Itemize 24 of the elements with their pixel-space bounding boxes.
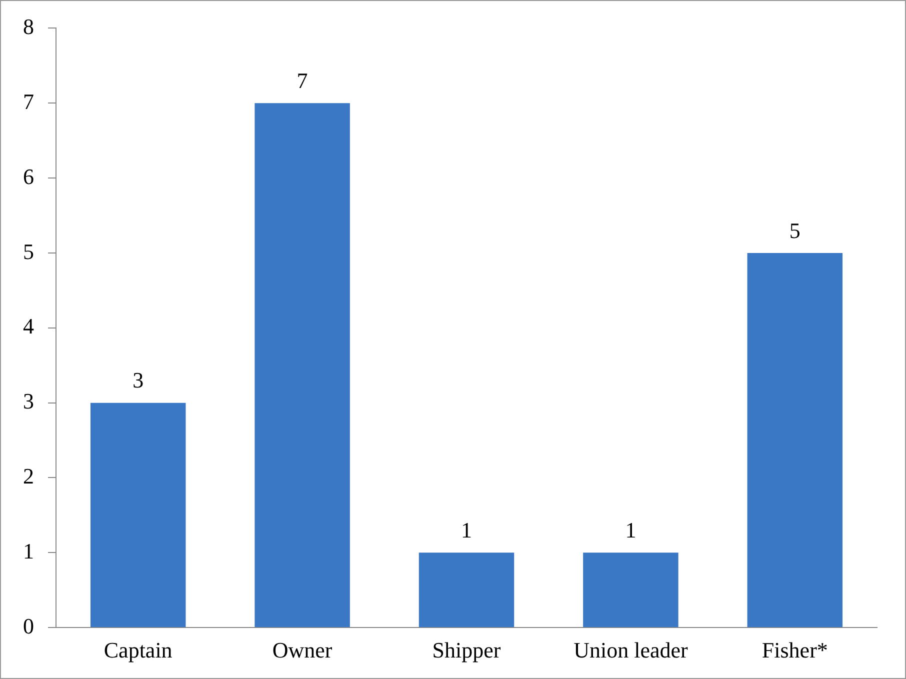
- bar: [90, 402, 186, 628]
- x-tick-label: Union leader: [574, 638, 688, 663]
- data-label: 1: [461, 517, 472, 542]
- y-tick-label: 6: [23, 164, 34, 189]
- y-tick-label: 0: [23, 613, 34, 638]
- data-label: 1: [625, 517, 636, 542]
- y-tick-label: 8: [23, 14, 34, 39]
- x-tick-label: Captain: [104, 638, 172, 663]
- bar: [583, 552, 678, 628]
- x-tick-label: Fisher*: [762, 638, 828, 663]
- data-label: 3: [132, 368, 144, 393]
- y-tick-label: 5: [23, 238, 34, 264]
- y-tick-label: 1: [23, 538, 34, 564]
- data-label: 5: [789, 218, 800, 243]
- y-tick-label: 3: [23, 388, 34, 414]
- data-label: 7: [296, 68, 308, 93]
- bar: [747, 252, 843, 628]
- bar: [418, 552, 514, 628]
- x-tick-label: Shipper: [432, 638, 502, 663]
- y-tick-label: 7: [23, 88, 34, 114]
- y-tick-label: 4: [23, 314, 34, 339]
- x-tick-label: Owner: [272, 638, 333, 663]
- y-tick-label: 2: [23, 464, 34, 489]
- bar: [254, 103, 350, 628]
